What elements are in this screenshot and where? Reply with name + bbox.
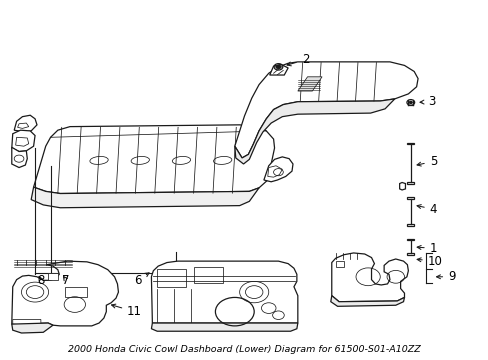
Polygon shape	[193, 267, 222, 283]
Polygon shape	[330, 296, 404, 306]
Text: 10: 10	[416, 255, 442, 267]
Polygon shape	[269, 64, 287, 75]
Polygon shape	[335, 261, 343, 267]
Text: 2: 2	[286, 53, 308, 66]
Polygon shape	[12, 261, 118, 326]
Polygon shape	[151, 261, 297, 323]
Polygon shape	[264, 157, 292, 182]
Text: 7: 7	[62, 274, 70, 287]
Text: 6: 6	[133, 273, 149, 287]
Polygon shape	[65, 287, 87, 297]
Polygon shape	[48, 273, 58, 280]
Polygon shape	[406, 143, 413, 144]
Polygon shape	[406, 182, 413, 184]
Text: 1: 1	[416, 242, 436, 255]
Polygon shape	[16, 137, 29, 146]
Polygon shape	[151, 323, 297, 331]
Polygon shape	[18, 123, 29, 129]
Polygon shape	[331, 253, 407, 302]
Polygon shape	[12, 130, 35, 152]
Polygon shape	[12, 323, 53, 333]
Polygon shape	[275, 66, 281, 68]
Polygon shape	[406, 253, 413, 255]
Polygon shape	[34, 125, 274, 194]
Text: 4: 4	[416, 203, 436, 216]
Polygon shape	[297, 77, 322, 91]
Text: 3: 3	[419, 95, 434, 108]
Polygon shape	[14, 115, 37, 132]
Polygon shape	[13, 319, 41, 326]
Text: 5: 5	[416, 155, 436, 168]
Polygon shape	[12, 147, 27, 167]
Polygon shape	[406, 239, 413, 240]
Circle shape	[276, 66, 280, 68]
Text: 11: 11	[111, 304, 142, 318]
Text: 2000 Honda Civic Cowl Dashboard (Lower) Diagram for 61500-S01-A10ZZ: 2000 Honda Civic Cowl Dashboard (Lower) …	[68, 345, 420, 354]
Polygon shape	[267, 166, 282, 177]
Polygon shape	[31, 187, 259, 208]
Text: 8: 8	[37, 274, 45, 287]
Polygon shape	[406, 224, 413, 226]
Polygon shape	[406, 197, 413, 198]
Polygon shape	[234, 99, 394, 164]
Polygon shape	[157, 269, 186, 287]
Text: 9: 9	[436, 270, 455, 283]
Polygon shape	[399, 183, 405, 190]
Polygon shape	[234, 62, 417, 158]
Circle shape	[408, 102, 411, 103]
